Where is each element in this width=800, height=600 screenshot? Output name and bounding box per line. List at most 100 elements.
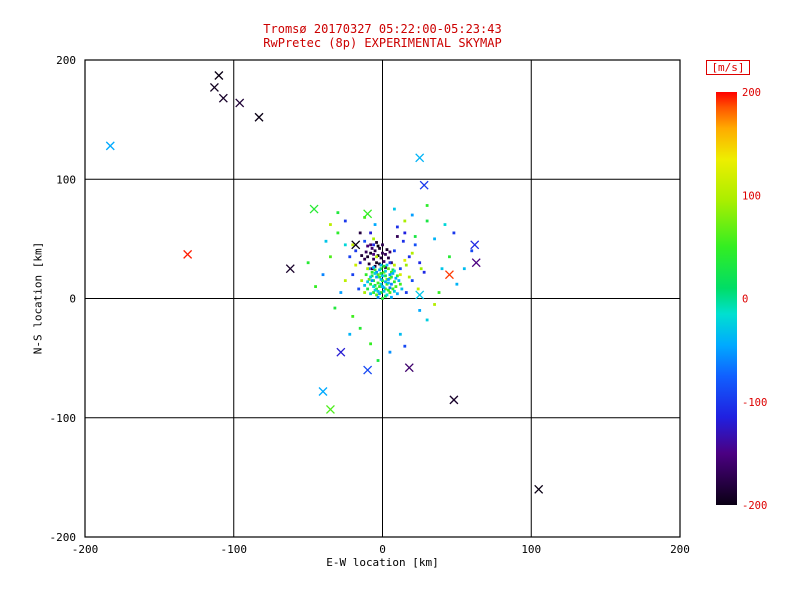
scatter-cross [363,365,373,375]
scatter-dot [378,275,381,279]
scatter-dot [393,263,396,267]
scatter-dot [384,274,387,278]
scatter-dot [462,267,466,271]
scatter-dot [321,273,325,277]
scatter-dot [324,239,328,243]
scatter-dot [363,291,367,294]
scatter-cross [309,204,319,214]
scatter-dot [398,267,402,271]
scatter-dot [366,244,370,248]
scatter-dot [358,326,362,330]
scatter-dot [376,273,380,277]
scatter-dot [367,262,371,266]
scatter-dot [455,282,459,286]
scatter-dot [384,269,387,273]
scatter-dot [363,257,367,261]
scatter-dot [375,287,378,291]
scatter-dot [387,256,390,260]
scatter-dot [385,293,389,297]
colorbar [716,92,737,505]
scatter-cross [183,249,193,259]
scatter-dot [378,247,381,250]
scatter-dot [369,282,372,286]
colorbar-tick-label: 0 [742,294,748,306]
scatter-dot [393,280,396,284]
scatter-dot [433,237,436,241]
y-tick-label: -200 [50,531,77,544]
scatter-dot [375,275,378,279]
scatter-cross [470,240,480,250]
y-axis-label: N-S location [km] [31,241,45,355]
scatter-dot [382,286,386,290]
scatter-cross [363,209,373,219]
scatter-dot [372,285,375,288]
x-tick-label: -200 [72,543,99,556]
scatter-dot [433,303,436,306]
scatter-dot [314,285,317,288]
scatter-dot [403,344,407,348]
scatter-cross [214,71,224,80]
scatter-dot [378,268,381,272]
scatter-dot [358,261,362,265]
scatter-dot [385,248,389,252]
scatter-dot [373,272,377,275]
scatter-dot [378,262,381,266]
scatter-dot [378,285,381,288]
scatter-dot [376,281,380,285]
scatter-dot [354,249,358,253]
scatter-dot [382,270,386,274]
scatter-dot [443,223,447,226]
scatter-dot [379,282,383,286]
scatter-dot [351,314,355,318]
scatter-dot [375,255,378,259]
scatter-dot [387,267,390,271]
scatter-dot [369,292,372,296]
x-tick-label: -100 [221,543,248,556]
scatter-dot [425,204,429,207]
scatter-dot [373,283,377,287]
scatter-dot [401,239,405,243]
scatter-dot [373,249,377,253]
scatter-dot [419,267,423,271]
scatter-dot [397,279,401,283]
scatter-dot [381,274,384,278]
scatter-dot [410,251,414,255]
scatter-cross [444,270,454,280]
scatter-dot [381,279,384,283]
x-tick-label: 0 [379,543,386,556]
scatter-dot [370,270,374,274]
scatter-dot [384,287,387,291]
scatter-dot [329,255,332,259]
scatter-dot [379,267,383,271]
scatter-dot [391,272,395,275]
scatter-cross [419,180,429,190]
scatter-dot [388,273,392,277]
scatter-dot [373,268,377,272]
scatter-dot [369,243,372,247]
scatter-dot [351,273,355,277]
scatter-dot [376,254,380,257]
scatter-dot [403,258,407,262]
colorbar-tick-label: 100 [742,190,761,202]
scatter-dot [366,287,370,291]
scatter-dot [391,268,395,272]
scatter-dot [379,263,383,267]
scatter-cross [351,240,361,250]
scatter-cross [471,258,481,268]
scatter-dot [387,281,390,285]
scatter-dot [375,293,378,297]
scatter-dot [395,235,399,238]
scatter-dot [372,252,375,256]
scatter-dot [381,243,384,247]
scatter-dot [390,282,393,286]
scatter-dot [394,276,398,280]
scatter-dot [378,292,381,296]
scatter-dot [348,255,352,259]
y-tick-label: -100 [50,412,77,425]
scatter-dot [388,291,392,294]
scatter-dot [381,285,384,288]
scatter-dot [416,287,420,291]
scatter-dot [375,270,378,274]
scatter-dot [387,288,390,292]
